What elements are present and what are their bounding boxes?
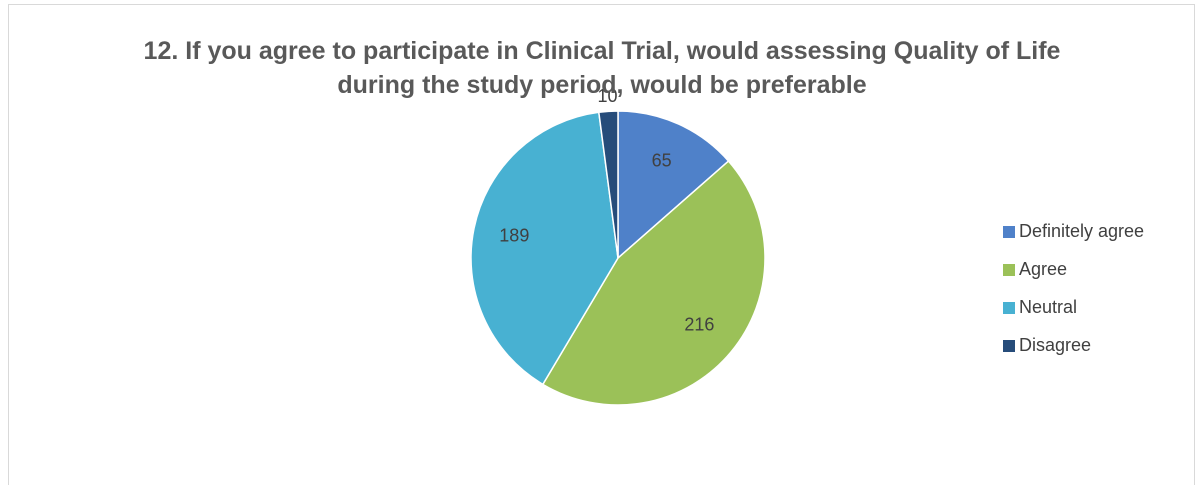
legend-swatch: [1003, 226, 1015, 238]
legend-label: Disagree: [1019, 335, 1091, 355]
pie-slice: [617, 110, 730, 260]
pie-slice: [597, 110, 619, 259]
data-label: 10: [597, 86, 617, 106]
data-label: 189: [499, 225, 529, 245]
chart-frame: [8, 4, 1195, 485]
legend-swatch: [1003, 302, 1015, 314]
data-label: 65: [652, 150, 672, 170]
data-label: 216: [684, 314, 714, 334]
pie-slice: [470, 111, 619, 386]
pie-slice: [541, 160, 766, 406]
legend-swatch: [1003, 340, 1015, 352]
legend-label: Agree: [1019, 259, 1067, 279]
legend-label: Neutral: [1019, 297, 1077, 317]
chart-title: 12. If you agree to participate in Clini…: [143, 37, 1061, 99]
legend-label: Definitely agree: [1019, 221, 1144, 241]
legend-swatch: [1003, 264, 1015, 276]
